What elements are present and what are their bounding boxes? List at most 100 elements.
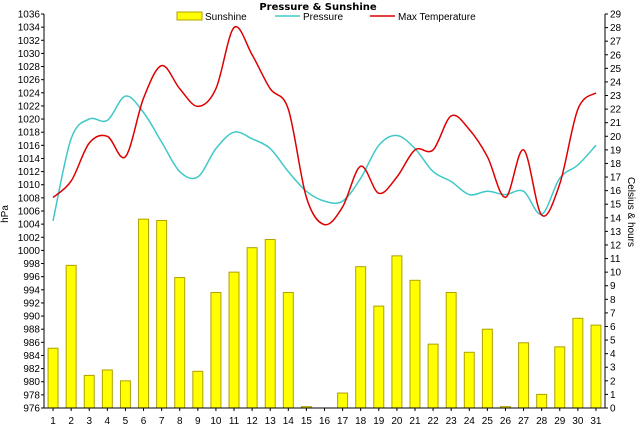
left-tick-label: 998 — [23, 259, 40, 270]
x-tick-label: 21 — [409, 416, 421, 427]
legend-label-sunshine: Sunshine — [205, 12, 247, 23]
x-tick-label: 24 — [464, 416, 476, 427]
left-tick-label: 1030 — [18, 49, 41, 60]
right-tick-label: 25 — [610, 64, 622, 75]
left-tick-label: 994 — [23, 285, 40, 296]
x-tick-label: 20 — [391, 416, 403, 427]
sunshine-bar — [47, 347, 59, 409]
left-tick-label: 982 — [23, 364, 40, 375]
x-tick-label: 22 — [428, 416, 440, 427]
sunshine-bar — [65, 264, 77, 409]
x-tick-label: 26 — [500, 416, 512, 427]
x-tick-label: 5 — [123, 416, 129, 427]
left-tick-label: 1018 — [18, 128, 41, 139]
right-tick-label: 23 — [610, 91, 622, 102]
x-tick-label: 10 — [210, 416, 222, 427]
sunshine-bar — [119, 380, 131, 409]
right-tick-label: 8 — [610, 295, 616, 306]
x-tick-label: 6 — [141, 416, 147, 427]
sunshine-bar — [518, 342, 530, 409]
right-axis-label: Celsius & hours — [625, 177, 636, 247]
x-tick-label: 17 — [337, 416, 349, 427]
right-tick-label: 18 — [610, 159, 622, 170]
x-tick-label: 8 — [177, 416, 183, 427]
sunshine-bar — [572, 317, 584, 409]
sunshine-bar — [554, 346, 566, 409]
x-tick-label: 25 — [482, 416, 494, 427]
right-tick-label: 21 — [610, 118, 622, 129]
x-axis-ticks: 1 2 3 4 5 6 7 8 9 10 11 12 13 14 15 16 17 18 19 20 21 22 23 24 2… — [50, 408, 602, 427]
sunshine-bar — [463, 351, 475, 409]
left-tick-label: 1014 — [18, 154, 41, 165]
x-tick-label: 15 — [301, 416, 313, 427]
x-tick-label: 23 — [446, 416, 458, 427]
left-tick-label: 976 — [23, 404, 40, 415]
left-tick-label: 1036 — [18, 10, 41, 21]
right-tick-label: 2 — [610, 376, 616, 387]
left-tick-label: 1022 — [18, 101, 41, 112]
right-tick-label: 13 — [610, 227, 622, 238]
pressure-line — [52, 95, 597, 222]
right-tick-label: 15 — [610, 200, 622, 211]
right-tick-label: 22 — [610, 105, 622, 116]
right-tick-label: 16 — [610, 186, 622, 197]
right-tick-label: 4 — [610, 349, 616, 360]
x-tick-label: 13 — [265, 416, 277, 427]
x-tick-label: 7 — [159, 416, 165, 427]
right-tick-label: 27 — [610, 37, 622, 48]
right-tick-label: 14 — [610, 213, 622, 224]
right-tick-label: 24 — [610, 77, 622, 88]
sunshine-bar — [409, 279, 421, 409]
left-tick-label: 992 — [23, 298, 40, 309]
left-tick-label: 1034 — [18, 23, 41, 34]
right-tick-label: 0 — [610, 404, 616, 415]
sunshine-bar — [481, 328, 493, 409]
legend-swatch-sunshine — [176, 11, 203, 21]
left-tick-label: 1002 — [18, 233, 41, 244]
right-tick-label: 28 — [610, 23, 622, 34]
x-tick-label: 30 — [572, 416, 584, 427]
left-tick-label: 990 — [23, 312, 40, 323]
legend: Sunshine Pressure Max Temperature — [176, 11, 476, 23]
right-tick-label: 6 — [610, 322, 616, 333]
chart-title: Pressure & Sunshine — [259, 2, 377, 13]
right-tick-label: 3 — [610, 363, 616, 374]
left-tick-label: 1020 — [18, 115, 41, 126]
x-tick-label: 4 — [105, 416, 111, 427]
sunshine-bar — [138, 218, 150, 409]
x-tick-label: 11 — [229, 416, 240, 427]
max-temperature-line — [52, 25, 597, 226]
sunshine-bar — [101, 369, 113, 409]
left-tick-label: 988 — [23, 325, 40, 336]
sunshine-bar — [156, 220, 168, 409]
left-tick-label: 1026 — [18, 75, 41, 86]
sunshine-bar — [282, 292, 294, 409]
right-tick-label: 20 — [610, 132, 622, 143]
left-tick-label: 1010 — [18, 180, 41, 191]
sunshine-bar — [174, 277, 186, 409]
sunshine-bar — [355, 266, 367, 409]
sunshine-bars — [47, 218, 602, 409]
right-tick-label: 5 — [610, 336, 616, 347]
left-tick-label: 978 — [23, 390, 40, 401]
left-tick-label: 980 — [23, 377, 40, 388]
left-tick-label: 1016 — [18, 141, 41, 152]
sunshine-bar — [264, 239, 276, 409]
right-tick-label: 1 — [610, 390, 616, 401]
x-tick-label: 2 — [68, 416, 74, 427]
left-axis-ticks: 976 978 980 982 984 986 988 990 992 994 996 998 1000… — [18, 10, 44, 415]
x-tick-label: 12 — [247, 416, 259, 427]
sunshine-bar — [445, 292, 457, 409]
sunshine-bar — [427, 343, 439, 409]
sunshine-bar — [228, 271, 240, 409]
right-tick-label: 17 — [610, 173, 622, 184]
x-tick-label: 1 — [50, 416, 56, 427]
left-axis-label: hPa — [0, 205, 11, 223]
right-tick-label: 12 — [610, 240, 622, 251]
right-tick-label: 19 — [610, 145, 622, 156]
left-tick-label: 1006 — [18, 207, 41, 218]
sunshine-bar — [246, 247, 258, 409]
x-tick-label: 9 — [195, 416, 201, 427]
left-tick-label: 1008 — [18, 193, 41, 204]
right-axis-ticks: 0123456789101112131415161718192021222324… — [605, 10, 622, 415]
